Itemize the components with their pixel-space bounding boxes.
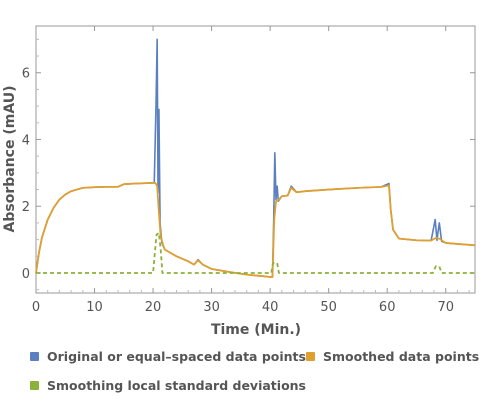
y-axis: 0 2 4 6 bbox=[22, 38, 475, 291]
legend-swatch-original bbox=[30, 352, 39, 361]
y-axis-title: Absorbance (mAU) bbox=[2, 86, 18, 233]
legend-swatch-std bbox=[30, 381, 39, 390]
legend-item-smoothed: Smoothed data points bbox=[306, 349, 479, 364]
x-tick-label: 70 bbox=[437, 300, 454, 315]
x-axis: 0 10 20 30 40 50 60 70 bbox=[32, 26, 470, 315]
legend-label-smoothed: Smoothed data points bbox=[323, 349, 480, 364]
x-axis-title: Time (Min.) bbox=[211, 322, 301, 338]
series-layer bbox=[35, 38, 476, 278]
y-tick-label: 2 bbox=[22, 200, 30, 215]
x-tick-label: 10 bbox=[86, 300, 103, 315]
x-tick-label: 40 bbox=[262, 300, 279, 315]
y-tick-label: 6 bbox=[22, 67, 30, 82]
legend-label-original: Original or equal–spaced data points bbox=[47, 349, 306, 364]
x-tick-label: 50 bbox=[320, 300, 337, 315]
x-tick-label: 30 bbox=[203, 300, 220, 315]
series-line-0 bbox=[35, 38, 476, 278]
legend-label-std: Smoothing local standard deviations bbox=[47, 378, 306, 393]
legend-swatch-smoothed bbox=[306, 352, 315, 361]
series-line-1 bbox=[35, 181, 476, 278]
legend-item-std: Smoothing local standard deviations bbox=[30, 378, 306, 393]
y-tick-label: 0 bbox=[22, 267, 30, 282]
x-tick-label: 20 bbox=[145, 300, 162, 315]
y-tick-label: 4 bbox=[22, 133, 30, 148]
x-tick-label: 60 bbox=[379, 300, 396, 315]
x-tick-label: 0 bbox=[32, 300, 40, 315]
legend-item-original: Original or equal–spaced data points bbox=[30, 349, 306, 364]
plot-frame bbox=[35, 25, 476, 294]
